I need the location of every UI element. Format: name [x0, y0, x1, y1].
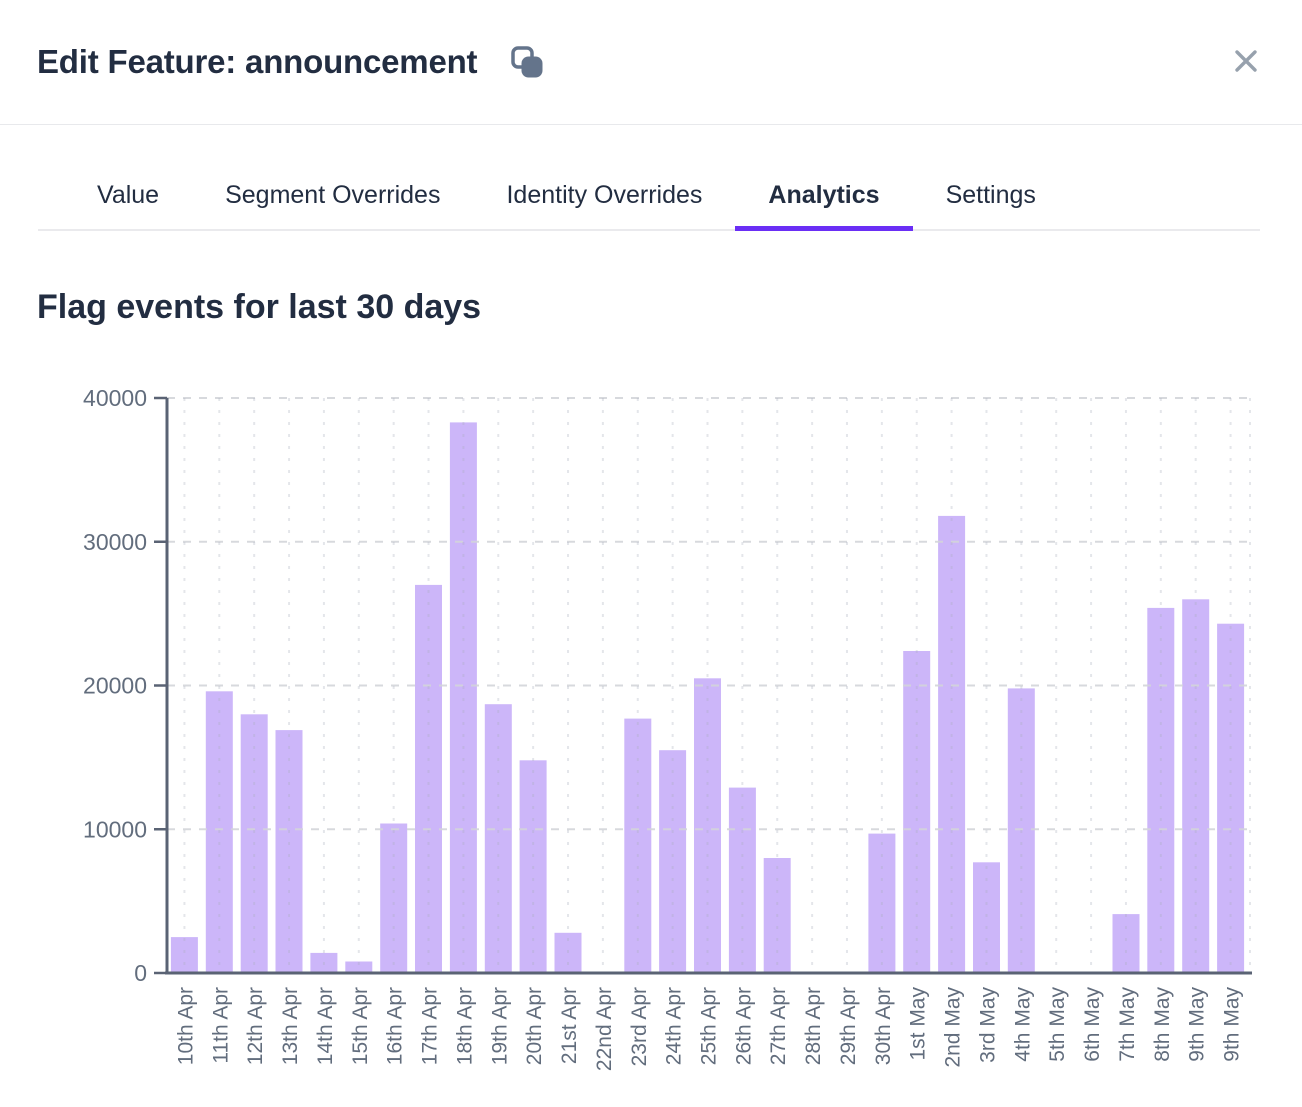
x-axis-label: 12th Apr: [244, 987, 267, 1065]
x-axis-label: 10th Apr: [174, 987, 197, 1065]
tab-value[interactable]: Value: [64, 171, 192, 231]
bar-9th-may: [1217, 623, 1245, 973]
modal-header: Edit Feature: announcement: [0, 0, 1302, 125]
bar-14th-apr: [310, 952, 338, 973]
tab-bar: Value Segment Overrides Identity Overrides…: [38, 125, 1260, 231]
modal-title: Edit Feature: announcement: [37, 43, 478, 80]
y-axis-label: 10000: [83, 816, 147, 842]
y-axis-label: 20000: [83, 673, 147, 699]
y-axis-label: 0: [134, 960, 147, 986]
bar-23rd-apr: [624, 718, 652, 973]
bar-12th-apr: [240, 714, 268, 974]
tab-identity-overrides[interactable]: Identity Overrides: [473, 171, 735, 231]
x-axis-label: 16th Apr: [384, 987, 407, 1065]
bar-9th-may: [1182, 599, 1210, 974]
bar-18th-apr: [449, 422, 477, 973]
bar-30th-apr: [868, 833, 896, 973]
copy-icon: [509, 44, 546, 84]
x-axis-label: 9th May: [1186, 987, 1209, 1062]
tab-settings[interactable]: Settings: [913, 171, 1069, 231]
x-axis-label: 9th May: [1221, 987, 1244, 1062]
bar-2nd-may: [938, 515, 966, 973]
copy-button[interactable]: [509, 44, 546, 84]
x-axis-label: 22nd Apr: [593, 987, 616, 1071]
x-axis-label: 8th May: [1151, 987, 1174, 1062]
x-axis-label: 14th Apr: [314, 987, 337, 1065]
bar-25th-apr: [694, 678, 721, 973]
close-button[interactable]: [1230, 45, 1262, 80]
close-icon: [1230, 45, 1262, 80]
bar-21st-apr: [554, 932, 582, 974]
x-axis-label: 18th Apr: [453, 987, 476, 1065]
x-axis-label: 30th Apr: [872, 987, 895, 1065]
x-axis-label: 6th May: [1081, 987, 1104, 1062]
x-axis-label: 5th May: [1046, 987, 1069, 1062]
bar-17th-apr: [415, 584, 442, 973]
x-axis-label: 26th Apr: [732, 987, 755, 1065]
x-axis-label: 21st Apr: [558, 987, 581, 1064]
x-axis-label: 3rd May: [977, 987, 1000, 1063]
flag-events-chart: 0 10000 20000 30000 40000 10th Apr 11th Apr 12t…: [0, 357, 1302, 1102]
bar-10th-apr: [170, 937, 198, 973]
tab-segment-overrides[interactable]: Segment Overrides: [192, 171, 473, 231]
x-axis-label: 23rd Apr: [628, 987, 651, 1066]
bar-13th-apr: [275, 730, 303, 973]
x-axis-label: 19th Apr: [488, 987, 511, 1065]
bar-7th-may: [1112, 914, 1140, 973]
x-axis-label: 27th Apr: [767, 987, 790, 1065]
x-axis-label: 15th Apr: [349, 987, 372, 1065]
bar-15th-apr: [345, 961, 373, 973]
bar-11th-apr: [205, 691, 233, 974]
edit-feature-modal: Edit Feature: announcement Value Segment …: [0, 0, 1302, 1071]
y-axis-label: 40000: [83, 385, 147, 411]
chart-title: Flag events for last 30 days: [37, 288, 482, 326]
y-axis-label: 30000: [83, 529, 147, 555]
bar-19th-apr: [484, 704, 512, 973]
x-axis-label: 11th Apr: [209, 987, 232, 1064]
bar-3rd-may: [973, 862, 1000, 973]
x-axis-label: 17th Apr: [419, 987, 442, 1065]
bar-27th-apr: [763, 858, 791, 973]
bar-1st-may: [903, 651, 931, 973]
x-axis-label: 20th Apr: [523, 987, 546, 1065]
x-axis-label: 1st May: [907, 987, 930, 1061]
x-axis-label: 24th Apr: [663, 987, 686, 1065]
x-axis-label: 2nd May: [942, 987, 965, 1068]
x-axis-label: 13th Apr: [279, 987, 302, 1065]
bar-20th-apr: [519, 760, 547, 974]
x-axis-label: 25th Apr: [698, 987, 721, 1065]
tab-analytics[interactable]: Analytics: [735, 171, 913, 231]
bar-8th-may: [1147, 607, 1175, 973]
x-axis-label: 28th Apr: [802, 987, 825, 1065]
bar-4th-may: [1007, 688, 1035, 973]
bar-16th-apr: [380, 823, 408, 973]
x-axis-label: 4th May: [1011, 987, 1034, 1062]
bar-24th-apr: [659, 750, 687, 973]
x-axis-label: 29th Apr: [837, 987, 860, 1065]
bar-26th-apr: [728, 787, 756, 973]
x-axis-label: 7th May: [1116, 987, 1139, 1062]
